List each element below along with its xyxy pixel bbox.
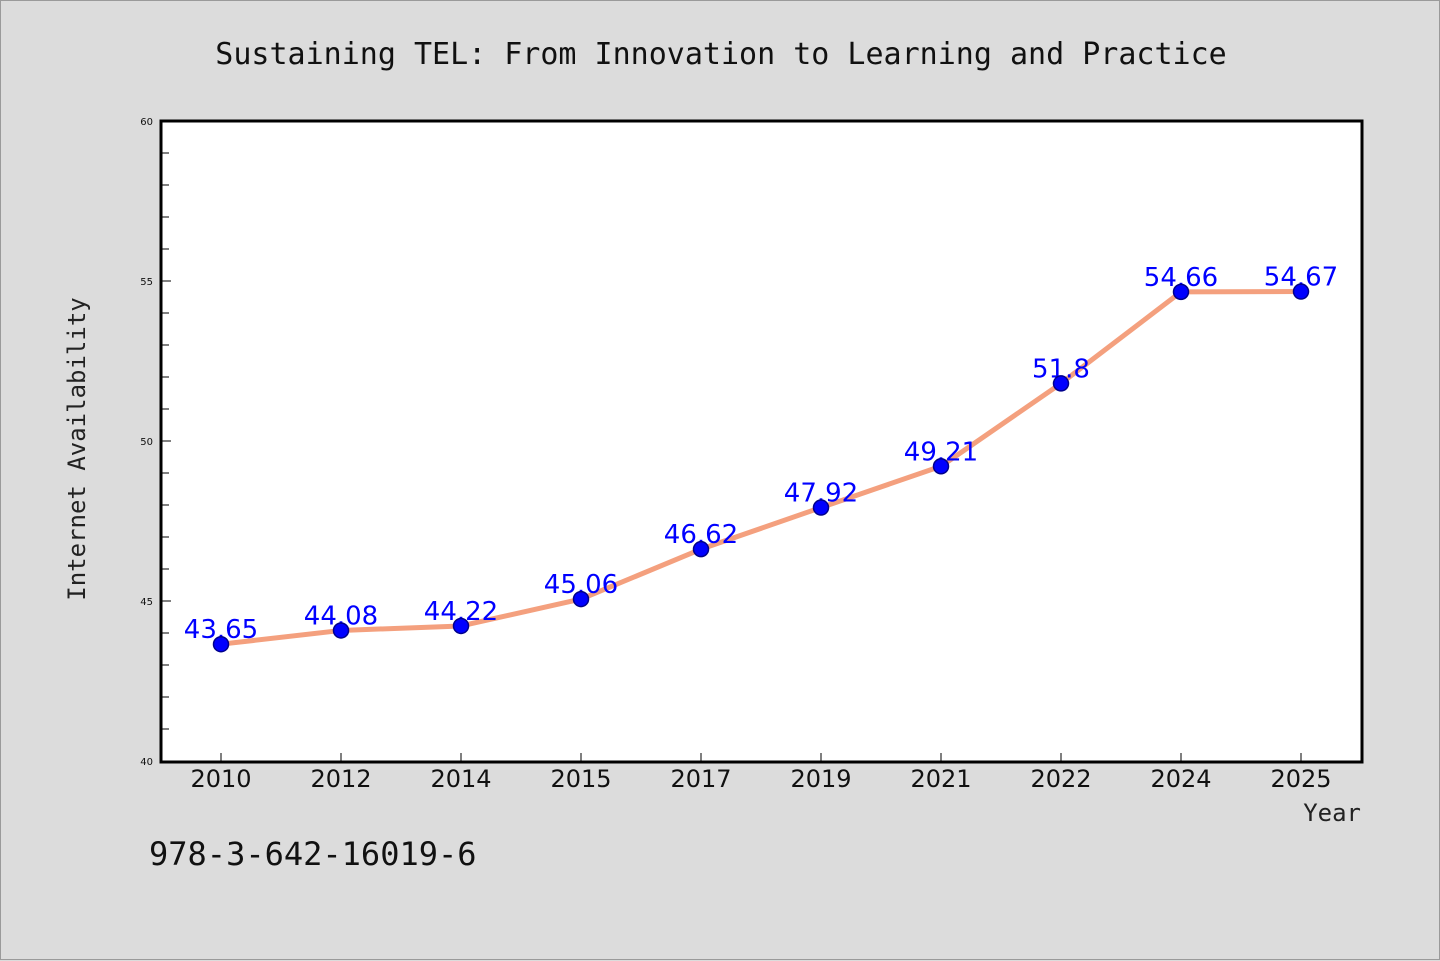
y-axis: 40 45 50 55 60	[140, 117, 171, 768]
chart-title: Sustaining TEL: From Innovation to Learn…	[215, 37, 1226, 72]
data-point	[452, 617, 470, 635]
series-layer: 43.65 44.08 44.2245.0646.6247.9249.2151.85…	[184, 263, 1338, 653]
y-axis-label: Internet Availability	[63, 297, 91, 600]
y-tick-label: 55	[140, 277, 153, 288]
data-point	[572, 590, 590, 608]
x-tick-label: 2024	[1150, 765, 1211, 793]
y-tick-label: 45	[140, 597, 153, 608]
y-tick-label: 60	[140, 117, 153, 128]
data-point	[332, 622, 350, 639]
isbn-text: 978-3-642-16019-6	[149, 835, 477, 873]
x-axis-label: Year	[1303, 799, 1361, 827]
data-point	[1292, 283, 1310, 300]
y-tick-label: 40	[140, 757, 153, 768]
data-point	[212, 635, 230, 653]
data-point	[1172, 283, 1190, 301]
x-tick-label: 2014	[430, 765, 491, 793]
series-line	[218, 289, 1304, 647]
x-axis: 2010 2012 2014 2015 2017 2019 2021 2022 2024 2025	[190, 753, 1332, 793]
x-tick-label: 2022	[1030, 765, 1091, 793]
x-tick-label: 2025	[1270, 765, 1331, 793]
x-tick-label: 2021	[910, 765, 971, 793]
y-tick-label: 50	[140, 437, 153, 448]
plot-area	[159, 119, 1364, 764]
x-tick-label: 2015	[550, 765, 611, 793]
data-point	[1052, 375, 1070, 392]
x-tick-label: 2010	[190, 765, 251, 793]
x-tick-label: 2012	[310, 765, 371, 793]
x-tick-label: 2019	[790, 765, 851, 793]
data-point	[692, 540, 710, 558]
data-point	[812, 499, 830, 516]
x-tick-label: 2017	[670, 765, 731, 793]
data-point	[932, 458, 950, 475]
